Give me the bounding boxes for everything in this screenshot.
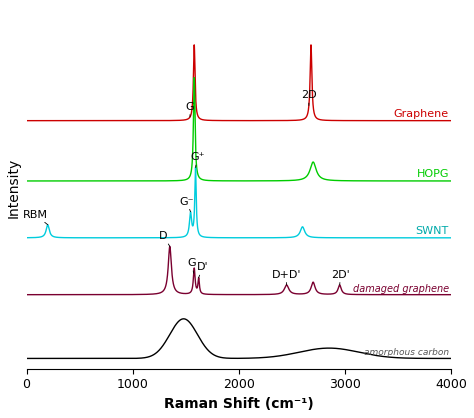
Text: RBM: RBM <box>22 209 48 225</box>
Text: D: D <box>159 231 170 246</box>
Y-axis label: Intensity: Intensity <box>7 158 21 218</box>
Text: G⁺: G⁺ <box>190 152 205 168</box>
Text: 2D: 2D <box>301 90 317 105</box>
Text: HOPG: HOPG <box>417 169 449 179</box>
Text: damaged graphene: damaged graphene <box>353 284 449 294</box>
X-axis label: Raman Shift (cm⁻¹): Raman Shift (cm⁻¹) <box>164 397 314 411</box>
Text: 2D': 2D' <box>331 270 350 285</box>
Text: Graphene: Graphene <box>394 109 449 119</box>
Text: D': D' <box>197 263 209 278</box>
Text: G: G <box>187 258 196 273</box>
Text: G⁻: G⁻ <box>180 196 194 212</box>
Text: amorphous carbon: amorphous carbon <box>364 349 449 357</box>
Text: D+D': D+D' <box>272 270 301 285</box>
Text: SWNT: SWNT <box>416 226 449 236</box>
Text: G: G <box>186 102 194 117</box>
